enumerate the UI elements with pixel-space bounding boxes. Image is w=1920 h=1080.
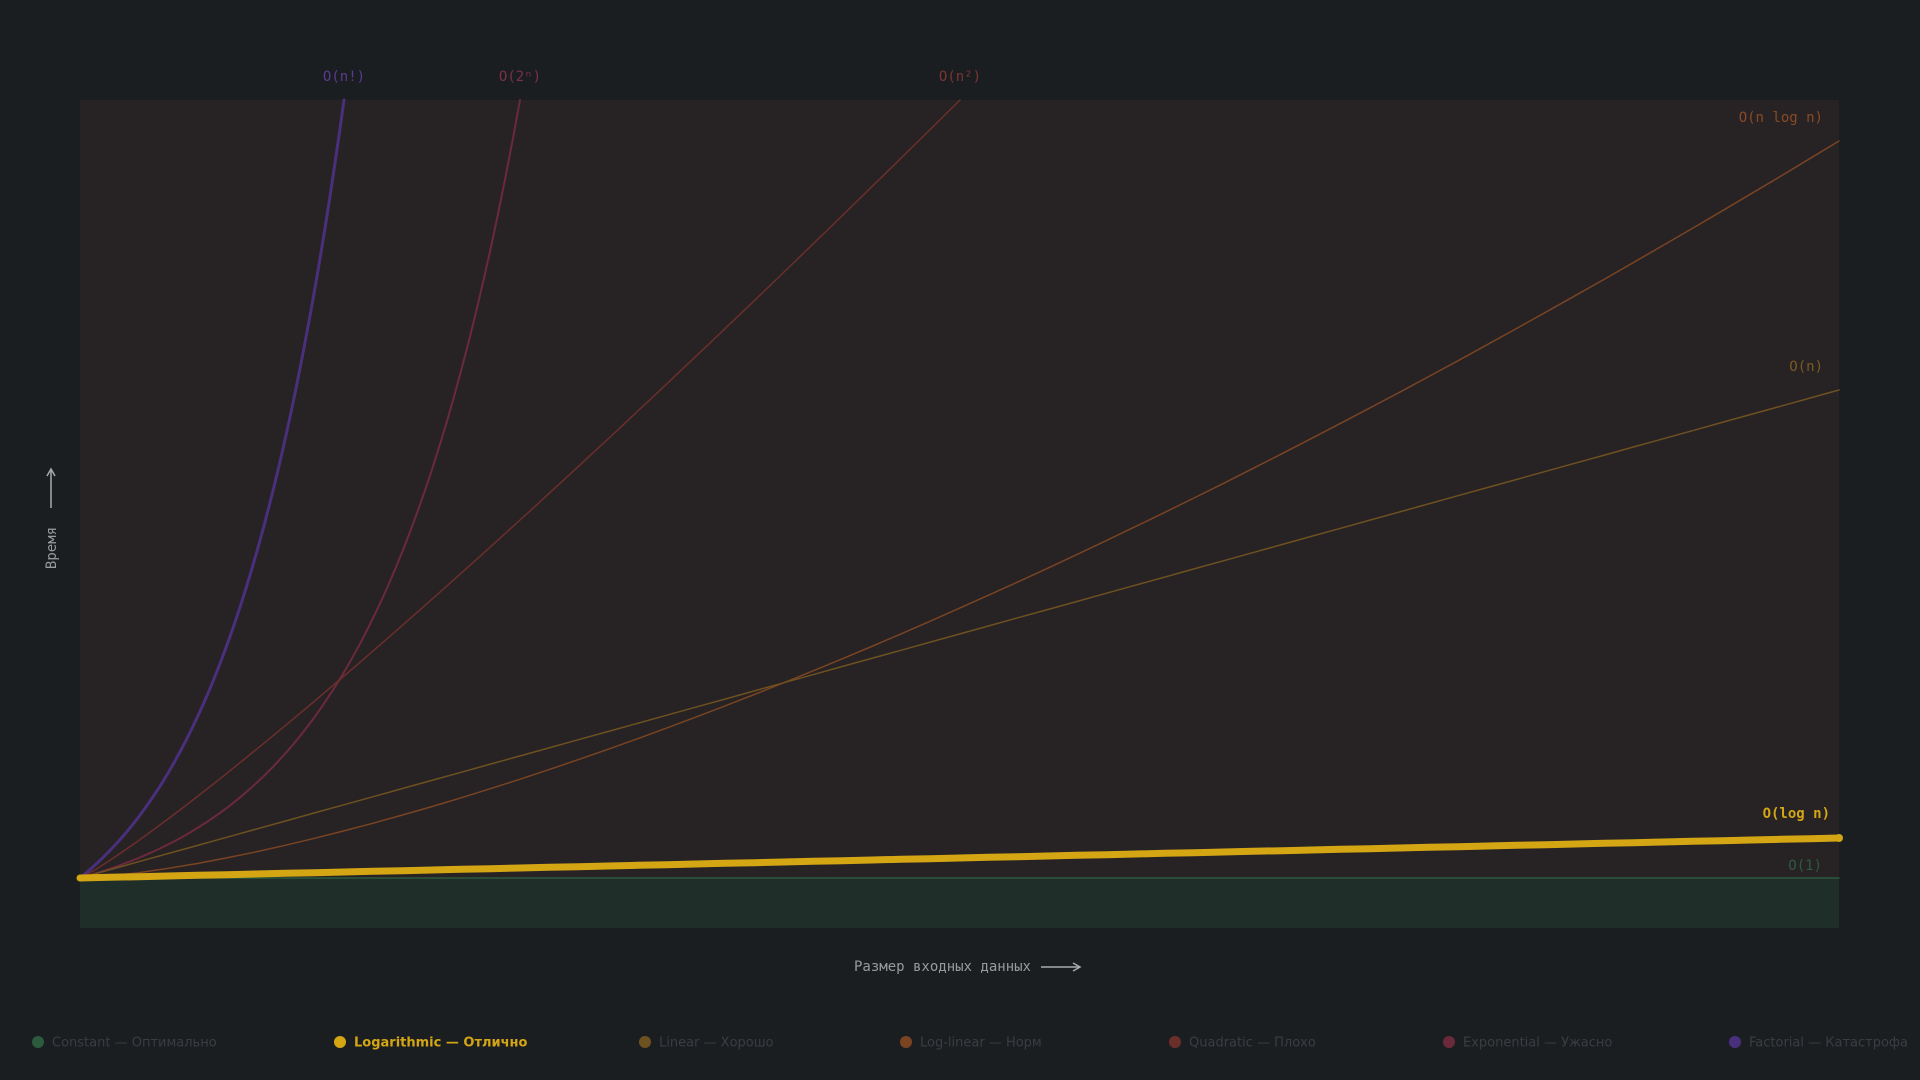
constant-zone bbox=[80, 878, 1839, 928]
complexity-curve bbox=[79, 99, 521, 879]
legend-item[interactable]: Logarithmic — Отлично bbox=[354, 1036, 528, 1051]
plot-area bbox=[80, 100, 1839, 928]
complexity-curve bbox=[76, 834, 1843, 882]
legend-dot bbox=[1169, 1036, 1181, 1048]
legend-dot bbox=[900, 1036, 912, 1048]
curve-label: O(n log n) bbox=[1739, 110, 1823, 126]
curve-label: O(log n) bbox=[1763, 806, 1830, 822]
curve-label: O(1) bbox=[1788, 858, 1822, 874]
legend: Constant — Оптимально Logarithmic — Отлич… bbox=[32, 1036, 1908, 1051]
legend-dot bbox=[334, 1036, 346, 1048]
complexity-curve bbox=[79, 99, 961, 879]
legend-item[interactable]: Linear — Хорошо bbox=[659, 1036, 774, 1051]
legend-item[interactable]: Log-linear — Норм bbox=[920, 1036, 1042, 1051]
complexity-curve bbox=[79, 140, 1840, 879]
y-axis-arrowhead bbox=[46, 467, 56, 477]
complexity-curve bbox=[79, 389, 1840, 879]
legend-dot bbox=[1729, 1036, 1741, 1048]
legend-dot bbox=[1443, 1036, 1455, 1048]
curve-label: O(2ⁿ) bbox=[499, 69, 541, 85]
curves: O(n!) O(2ⁿ) O(n²) O(n log n) O(n) O(1) O(log n… bbox=[76, 69, 1843, 882]
x-axis-arrowhead bbox=[1072, 962, 1082, 972]
legend-item[interactable]: Quadratic — Плохо bbox=[1189, 1036, 1316, 1051]
y-axis-label: Время bbox=[44, 527, 60, 569]
legend-dot bbox=[639, 1036, 651, 1048]
legend-item[interactable]: Constant — Оптимально bbox=[52, 1036, 217, 1051]
curve-label: O(n²) bbox=[939, 69, 981, 85]
legend-item[interactable]: Factorial — Катастрофа bbox=[1749, 1036, 1908, 1051]
curve-label: O(n!) bbox=[323, 69, 365, 85]
curve-end-dot bbox=[1835, 834, 1843, 842]
legend-item[interactable]: Exponential — Ужасно bbox=[1463, 1036, 1612, 1051]
legend-dot bbox=[32, 1036, 44, 1048]
curve-label: O(n) bbox=[1789, 359, 1823, 375]
complexity-curve bbox=[78, 98, 346, 880]
x-axis-label: Размер входных данных bbox=[854, 959, 1031, 975]
